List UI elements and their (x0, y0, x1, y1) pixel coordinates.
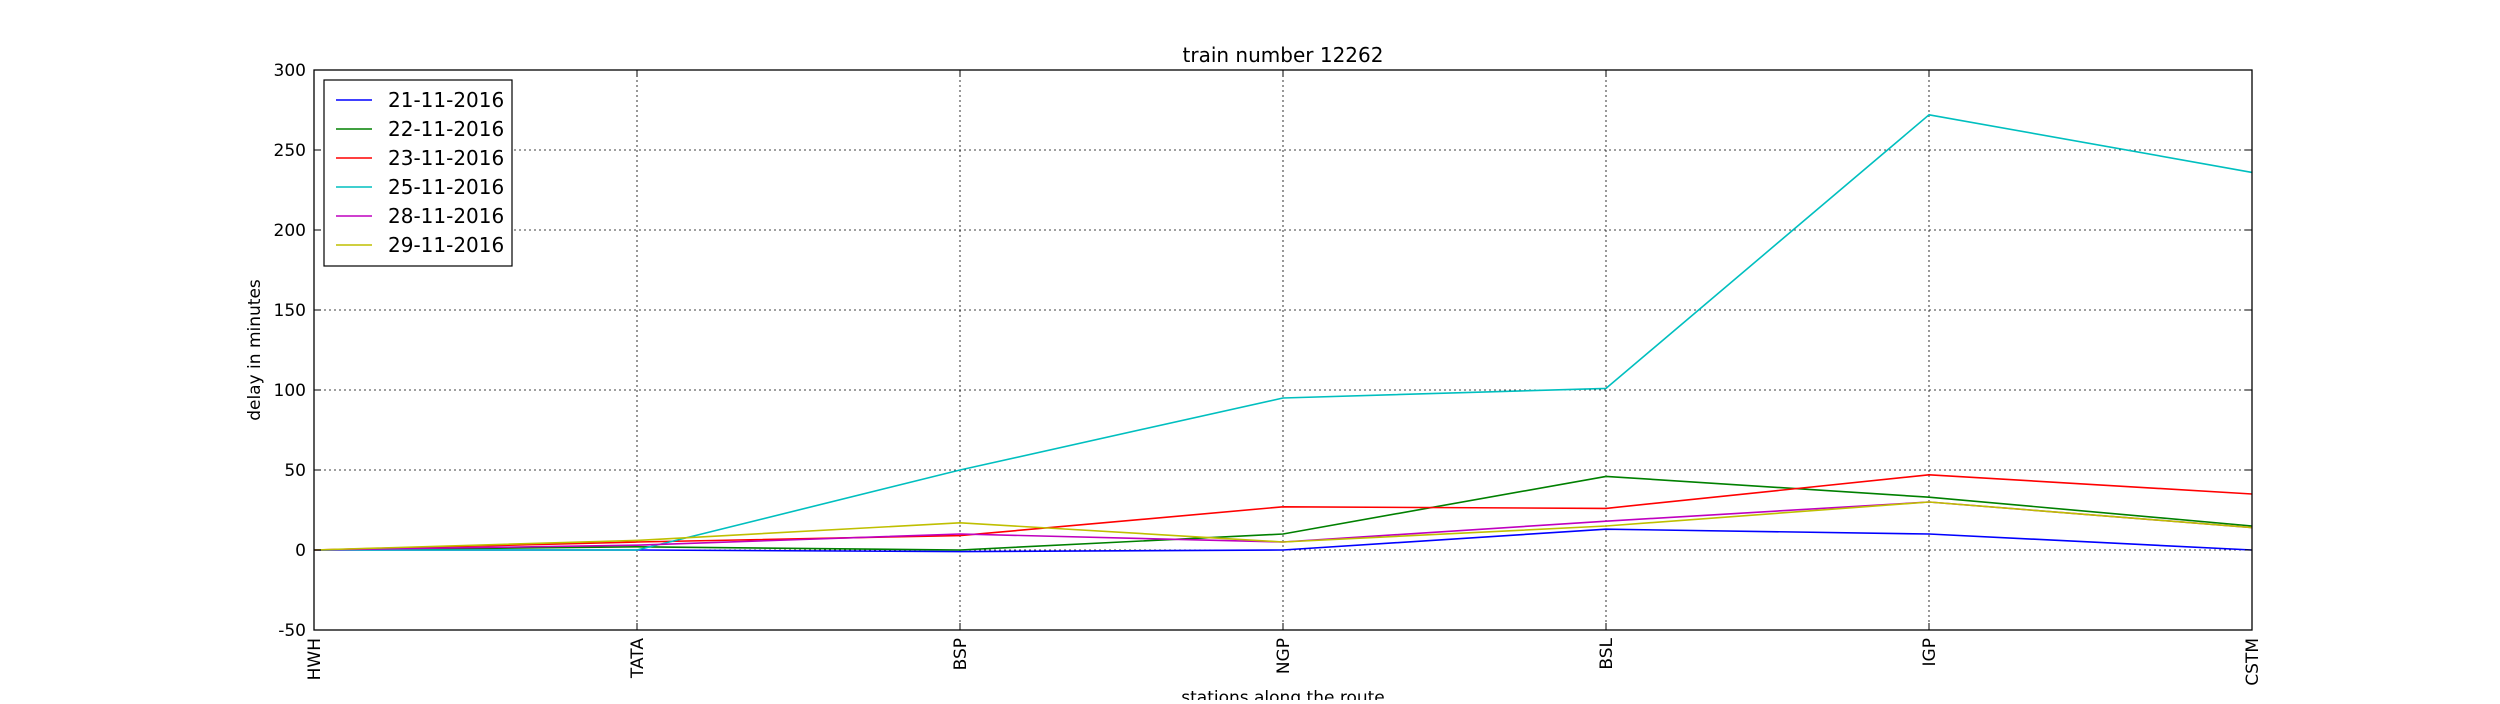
series-line-23-11-2016 (313, 473, 2253, 551)
legend-label: 29-11-2016 (388, 233, 504, 257)
y-tick-label: 100 (274, 381, 306, 401)
grid-lines (314, 70, 2252, 630)
series-lines (313, 114, 2253, 553)
x-tick-label: HWH (305, 638, 325, 680)
y-axis-title: delay in minutes (245, 279, 265, 421)
x-tick-label: TATA (628, 638, 648, 679)
legend: 21-11-2016 22-11-2016 23-11-2016 25-11-2016… (323, 79, 513, 267)
x-tick-label: IGP (1920, 638, 1940, 666)
x-tick-label: NGP (1274, 638, 1294, 674)
series-line-22-11-2016 (313, 475, 2253, 551)
chart-title: train number 12262 (1183, 43, 1384, 67)
y-tick-label: 50 (284, 461, 306, 481)
x-axis-title: stations along the route (1181, 688, 1385, 700)
y-tick-label: 250 (274, 141, 306, 161)
y-tick-label: 300 (274, 61, 306, 81)
legend-box (323, 79, 513, 267)
y-tick-label: 150 (274, 301, 306, 321)
axis-ticks: -50 0 50 100 150 200 250 300 HWH TATA BSP NGP BSL IGP… (274, 61, 2263, 686)
legend-label: 28-11-2016 (388, 204, 504, 228)
series-line-25-11-2016 (314, 114, 2253, 551)
x-tick-label: CSTM (2243, 638, 2263, 686)
legend-label: 23-11-2016 (388, 146, 504, 170)
series-line-29-11-2016 (313, 501, 2253, 551)
y-tick-label: 200 (274, 221, 306, 241)
x-tick-label: BSP (951, 638, 971, 670)
y-tick-label: 0 (295, 541, 306, 561)
legend-label: 25-11-2016 (388, 175, 504, 199)
legend-label: 21-11-2016 (388, 88, 504, 112)
legend-label: 22-11-2016 (388, 117, 504, 141)
y-tick-label: -50 (278, 621, 306, 641)
x-tick-label: BSL (1597, 637, 1617, 669)
